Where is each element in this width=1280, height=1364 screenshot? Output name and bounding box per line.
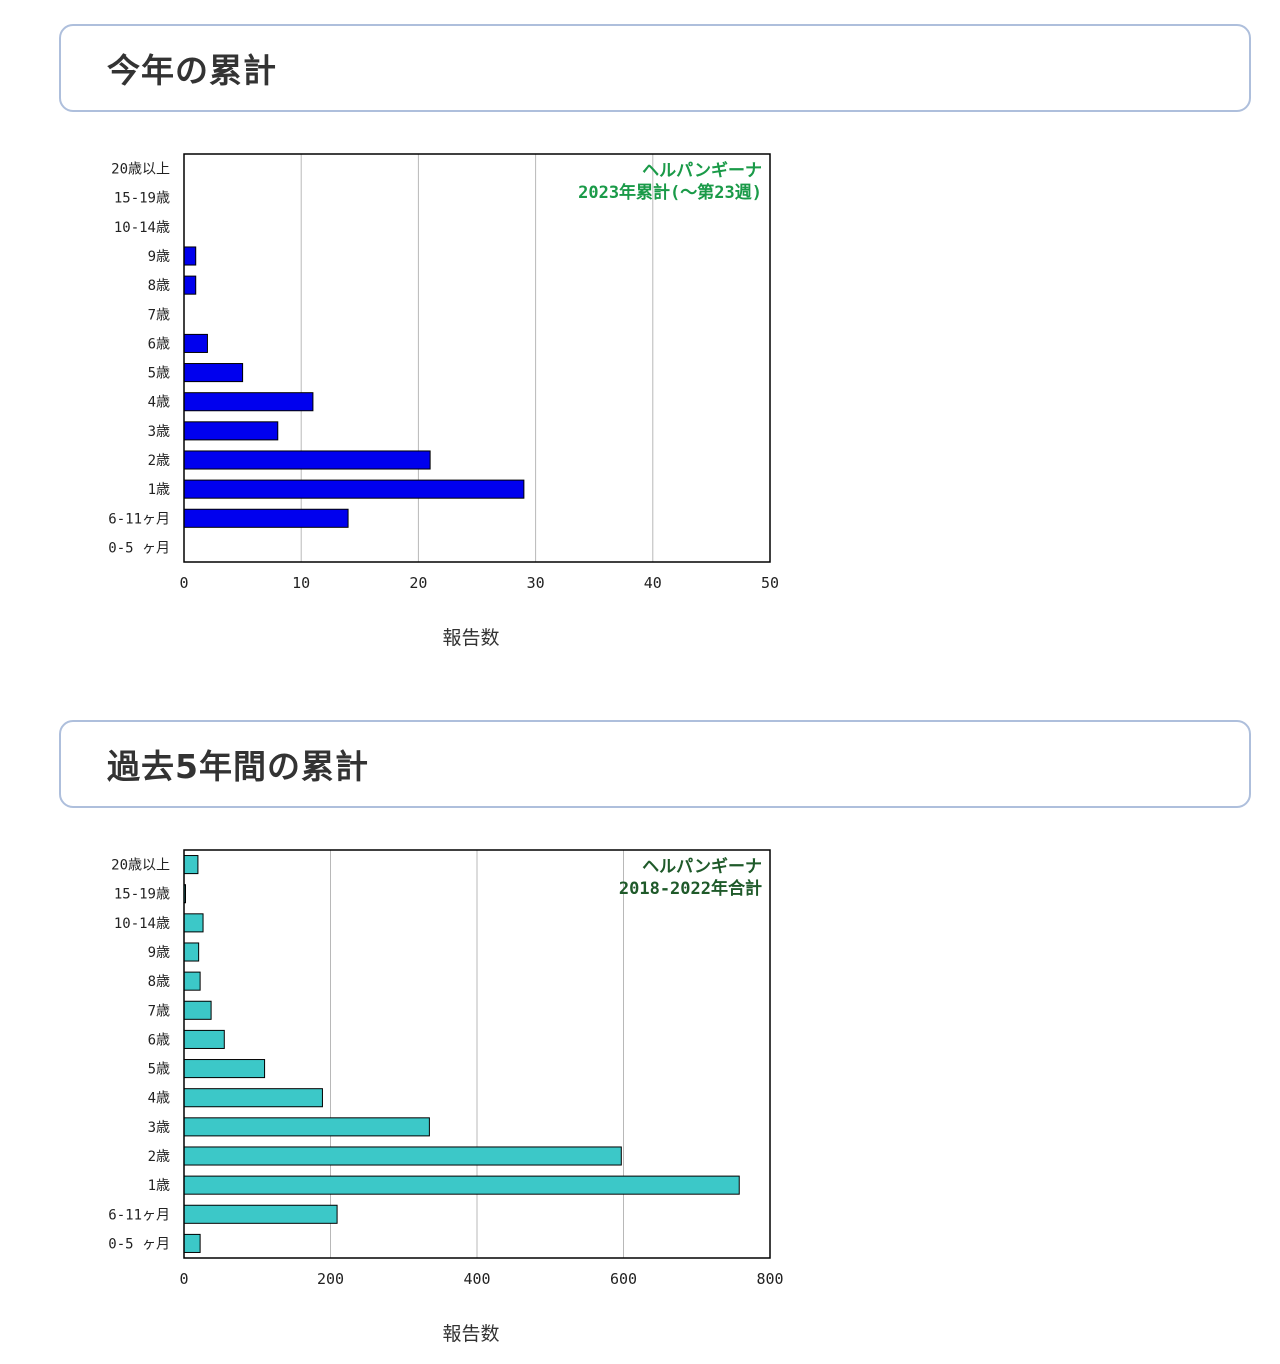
section-header-this-year: 今年の累計 bbox=[59, 24, 1251, 112]
bar bbox=[183, 363, 244, 383]
bar bbox=[183, 1146, 622, 1166]
plot-frame bbox=[183, 153, 771, 563]
bar bbox=[183, 1000, 212, 1020]
bar bbox=[183, 855, 199, 875]
category-label: 20歳以上 bbox=[111, 858, 170, 874]
bar bbox=[183, 333, 208, 353]
category-label: 9歳 bbox=[148, 945, 170, 961]
x-tick-label: 30 bbox=[527, 574, 545, 592]
chart-annotation: ヘルパンギーナ bbox=[642, 857, 762, 877]
chart-annotation: 2023年累計(〜第23週) bbox=[578, 182, 762, 203]
category-label: 20歳以上 bbox=[111, 162, 170, 178]
section-title: 今年の累計 bbox=[107, 51, 277, 90]
category-label: 7歳 bbox=[148, 1003, 170, 1019]
category-label: 6-11ヶ月 bbox=[108, 511, 170, 527]
x-axis-label: 報告数 bbox=[442, 627, 499, 649]
chart-annotation: ヘルパンギーナ bbox=[642, 161, 762, 181]
category-label: 2歳 bbox=[148, 453, 170, 469]
category-label: 6歳 bbox=[148, 336, 170, 352]
bar bbox=[183, 971, 201, 991]
category-label: 7歳 bbox=[148, 307, 170, 323]
chart-annotation: 2018-2022年合計 bbox=[619, 878, 762, 899]
x-tick-label: 800 bbox=[756, 1270, 783, 1288]
x-tick-label: 200 bbox=[317, 1270, 344, 1288]
category-label: 2歳 bbox=[148, 1149, 170, 1165]
x-tick-label: 40 bbox=[644, 574, 662, 592]
x-tick-label: 0 bbox=[179, 574, 188, 592]
category-label: 5歳 bbox=[148, 1062, 170, 1078]
category-label: 15-19歳 bbox=[114, 887, 170, 903]
category-label: 9歳 bbox=[148, 249, 170, 265]
category-label: 10-14歳 bbox=[114, 916, 170, 932]
category-label: 5歳 bbox=[148, 366, 170, 382]
x-axis-label: 報告数 bbox=[442, 1323, 499, 1345]
bar bbox=[183, 421, 279, 441]
bar bbox=[183, 1029, 225, 1049]
bar bbox=[183, 275, 197, 295]
bar-chart-this-year: 20歳以上 15-19歳 10-14歳 9歳 8歳 7歳 6歳 5歳 4歳 3歳 2歳 1歳 6-11ヶ… bbox=[108, 153, 779, 649]
category-label: 3歳 bbox=[148, 1120, 170, 1136]
bar bbox=[183, 1175, 740, 1195]
bar bbox=[183, 1233, 201, 1253]
category-label: 4歳 bbox=[148, 395, 170, 411]
category-label: 0-5 ヶ月 bbox=[108, 1236, 170, 1252]
x-tick-label: 400 bbox=[463, 1270, 490, 1288]
bar bbox=[183, 942, 200, 962]
bar bbox=[183, 1088, 323, 1108]
category-label: 8歳 bbox=[148, 974, 170, 990]
category-label: 1歳 bbox=[148, 1178, 170, 1194]
plot-frame bbox=[183, 849, 771, 1259]
x-tick-label: 50 bbox=[761, 574, 779, 592]
x-tick-label: 20 bbox=[409, 574, 427, 592]
x-tick-label: 0 bbox=[179, 1270, 188, 1288]
bar bbox=[183, 450, 431, 470]
category-label: 8歳 bbox=[148, 278, 170, 294]
category-label: 6歳 bbox=[148, 1032, 170, 1048]
bar bbox=[183, 479, 525, 499]
bar bbox=[183, 246, 197, 266]
category-label: 6-11ヶ月 bbox=[108, 1207, 170, 1223]
bar bbox=[183, 508, 349, 528]
category-label: 15-19歳 bbox=[114, 191, 170, 207]
bar-chart-past-5-years: 20歳以上 15-19歳 10-14歳 9歳 8歳 7歳 6歳 5歳 4歳 3歳 2歳 1歳 6-11ヶ… bbox=[108, 849, 784, 1345]
plot-area bbox=[184, 154, 770, 562]
x-tick-label: 600 bbox=[610, 1270, 637, 1288]
category-label: 1歳 bbox=[148, 482, 170, 498]
bar bbox=[183, 913, 204, 933]
bar bbox=[183, 1117, 430, 1137]
bar bbox=[183, 1204, 338, 1224]
category-label: 4歳 bbox=[148, 1091, 170, 1107]
section-header-past-5-years: 過去5年間の累計 bbox=[59, 720, 1251, 808]
category-label: 0-5 ヶ月 bbox=[108, 540, 170, 556]
bar bbox=[183, 392, 314, 412]
bar bbox=[183, 1059, 266, 1079]
section-title: 過去5年間の累計 bbox=[107, 747, 369, 786]
category-label: 10-14歳 bbox=[114, 220, 170, 236]
x-tick-label: 10 bbox=[292, 574, 310, 592]
category-label: 3歳 bbox=[148, 424, 170, 440]
